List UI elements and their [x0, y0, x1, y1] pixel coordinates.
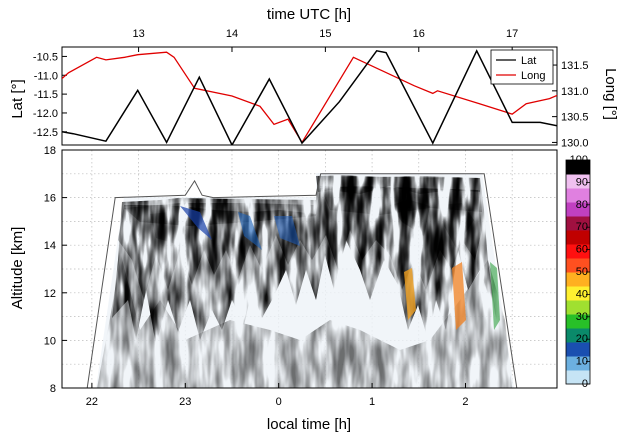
lat-axis-label: Lat [°] [9, 79, 26, 118]
noise-blue [97, 255, 512, 388]
long-axis-label: Long [°] [602, 68, 617, 120]
position-panel: time UTC [h] 13 14 15 16 17 -10.5-11.0-11.5-… [9, 6, 617, 149]
local-time-ticks: 22 23 0 1 2 [86, 383, 469, 408]
legend-box [490, 49, 554, 85]
colorbar-swatches [566, 160, 590, 385]
long-tick-label: 130.0 [561, 137, 589, 149]
long-tick-label: 131.0 [561, 86, 589, 98]
colorbar-tick-label: 80 [576, 199, 588, 211]
colorbar-swatch [566, 202, 590, 217]
colorbar-tick-label: 50 [576, 266, 588, 278]
altitude-tick-label: 10 [44, 335, 56, 347]
cloud-lower-cell-1 [404, 268, 416, 320]
colorbar-swatch [566, 314, 590, 329]
top-axis-ticks: 13 14 15 16 17 [132, 28, 518, 52]
cloud-red-patch-3 [150, 212, 176, 244]
top-tick-label: 16 [413, 28, 425, 40]
top-tick-label: 15 [319, 28, 331, 40]
position-panel-frame [61, 46, 558, 146]
local-time-tick-label: 22 [86, 396, 98, 408]
colorbar-swatch [566, 328, 590, 343]
top-tick-label: 17 [506, 28, 518, 40]
cloud-red-patch-1 [390, 200, 430, 236]
colorbar-swatch [566, 300, 590, 315]
long-tick-label: 130.5 [561, 112, 589, 124]
cloud-blue-streak-2 [238, 212, 262, 250]
lat-axis-ticks: -10.5 -11.0 -11.5 -12.0 -12.5 [33, 51, 67, 139]
colorbar-ticks: 0 10 20 30 40 50 60 70 80 90 100 [570, 154, 590, 390]
legend-label-lat: Lat [521, 55, 536, 67]
backscatter-field [86, 173, 518, 388]
top-axis-label: time UTC [h] [267, 6, 351, 23]
local-time-tick-label: 1 [369, 396, 375, 408]
flight-ceiling-line [86, 173, 518, 388]
cloud-blue-streak-1 [180, 206, 212, 240]
local-time-axis-label: local time [h] [267, 416, 351, 433]
colorbar-swatch [566, 370, 590, 385]
lat-tick-label: -11.5 [34, 89, 58, 101]
cloud-blue-top [316, 175, 480, 194]
colorbar-swatch [566, 272, 590, 287]
local-time-tick-label: 0 [276, 396, 282, 408]
colorbar: 0 10 20 30 40 50 60 70 80 90 100 [565, 154, 591, 390]
cloud-lower-cell-3 [490, 262, 500, 330]
colorbar-tick-label: 100 [570, 154, 588, 166]
colorbar-swatch [566, 286, 590, 301]
altitude-ticks: 8 10 12 14 16 18 [44, 145, 67, 395]
colorbar-swatch [566, 342, 590, 357]
colorbar-tick-label: 90 [576, 176, 588, 188]
lat-tick-label: -10.5 [33, 51, 58, 63]
altitude-axis-label: Altitude [km] [9, 227, 26, 310]
colorbar-tick-label: 70 [576, 221, 588, 233]
cloud-red-patch-2 [440, 203, 474, 248]
legend: Lat Long [490, 49, 554, 85]
local-time-tick-label: 2 [462, 396, 468, 408]
colorbar-swatch [566, 230, 590, 245]
lat-tick-label: -11.0 [34, 70, 58, 82]
top-tick-label: 14 [226, 28, 238, 40]
colorbar-swatch [566, 244, 590, 259]
altitude-tick-label: 12 [44, 288, 56, 300]
colorbar-tick-label: 20 [576, 333, 588, 345]
colorbar-swatch [566, 258, 590, 273]
colorbar-swatch [566, 216, 590, 231]
long-tick-label: 131.5 [561, 60, 589, 72]
cloud-blue-streak-3 [274, 216, 300, 246]
colorbar-tick-label: 40 [576, 288, 588, 300]
lat-tick-label: -12.5 [33, 127, 58, 139]
altitude-tick-label: 14 [44, 240, 56, 252]
colorbar-swatch [566, 174, 590, 189]
colorbar-tick-label: 10 [576, 356, 588, 368]
altitude-tick-label: 8 [50, 383, 56, 395]
top-tick-label: 13 [132, 28, 144, 40]
lat-series-line [62, 49, 557, 145]
colorbar-tick-label: 30 [576, 311, 588, 323]
legend-label-long: Long [521, 70, 545, 82]
cloud-lower-cell-2 [452, 262, 466, 330]
colorbar-swatch [566, 188, 590, 203]
altitude-tick-label: 16 [44, 193, 56, 205]
colorbar-tick-label: 60 [576, 244, 588, 256]
colorbar-swatch [566, 356, 590, 371]
local-time-tick-label: 23 [179, 396, 191, 408]
long-axis-ticks: 131.5 131.0 130.5 130.0 [552, 60, 589, 149]
altitude-tick-label: 18 [44, 145, 56, 157]
lat-tick-label: -12.0 [33, 108, 58, 120]
colorbar-tick-label: 0 [582, 378, 588, 390]
colorbar-swatch [566, 160, 590, 175]
cloud-green-upper [124, 203, 316, 226]
long-series-line [62, 51, 557, 144]
lidar-panel-frame [61, 149, 558, 389]
